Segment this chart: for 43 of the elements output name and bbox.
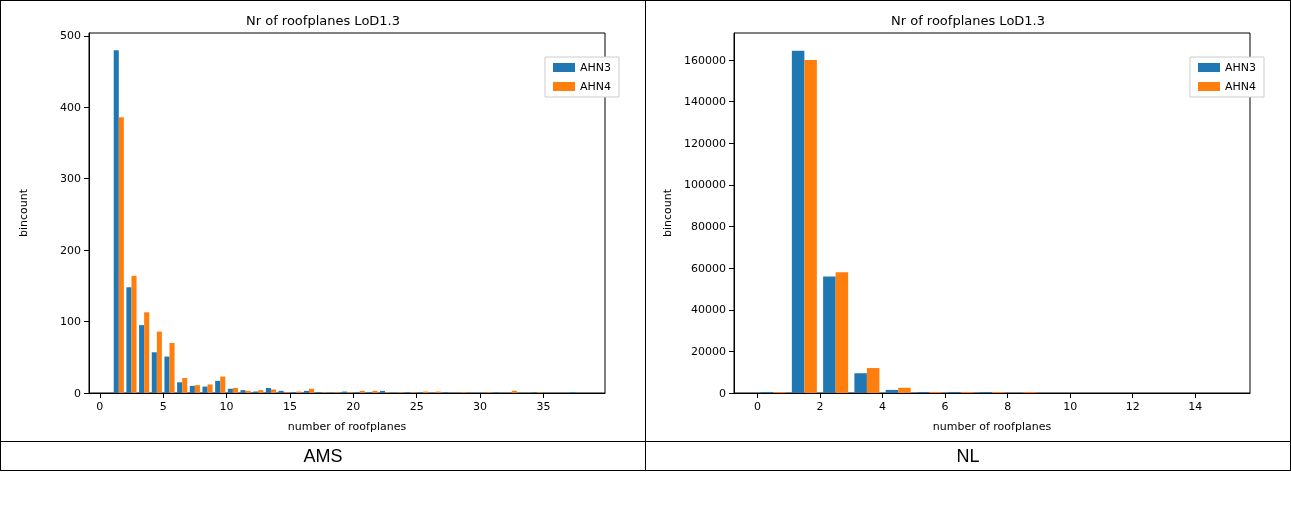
y-tick-label: 200 bbox=[60, 243, 81, 257]
y-tick-label: 160000 bbox=[684, 53, 726, 67]
x-tick-label: 5 bbox=[159, 400, 167, 413]
legend-label: AHN4 bbox=[1224, 80, 1257, 93]
y-tick-label: 500 bbox=[60, 29, 81, 43]
x-tick-label: 4 bbox=[879, 400, 887, 413]
y-axis-title: bincount bbox=[17, 188, 30, 238]
y-tick-label: 100000 bbox=[684, 178, 726, 192]
legend-label: AHN3 bbox=[1224, 61, 1257, 74]
x-tick-label: 6 bbox=[941, 400, 949, 413]
y-tick-label: 80000 bbox=[691, 220, 726, 234]
chart-title: Nr of roofplanes LoD1.3 bbox=[245, 13, 401, 28]
x-tick-label: 8 bbox=[1004, 400, 1012, 413]
legend-label: AHN3 bbox=[579, 61, 612, 74]
y-tick-label: 140000 bbox=[684, 95, 726, 109]
x-tick-label: 0 bbox=[753, 400, 761, 413]
text: NL bbox=[646, 442, 1290, 470]
y-tick-label: 0 bbox=[719, 386, 726, 400]
x-tick-label: 10 bbox=[1063, 400, 1078, 413]
x-tick-label: 10 bbox=[219, 400, 234, 413]
y-tick-label: 40000 bbox=[691, 303, 726, 317]
text: AMS bbox=[1, 442, 645, 470]
x-tick-label: 20 bbox=[346, 400, 361, 413]
x-tick-label: 35 bbox=[536, 400, 551, 413]
x-tick-label: 12 bbox=[1125, 400, 1140, 413]
x-tick-label: 30 bbox=[473, 400, 488, 413]
x-tick-label: 0 bbox=[96, 400, 104, 413]
y-tick-label: 60000 bbox=[691, 261, 726, 275]
y-tick-label: 120000 bbox=[684, 136, 726, 150]
y-tick-label: 400 bbox=[60, 100, 81, 114]
x-tick-label: 15 bbox=[282, 400, 297, 413]
x-axis-title: number of roofplanes bbox=[932, 420, 1052, 433]
y-tick-label: 20000 bbox=[691, 344, 726, 358]
y-tick-label: 100 bbox=[60, 315, 81, 329]
chart-title: Nr of roofplanes LoD1.3 bbox=[890, 13, 1046, 28]
y-tick-label: 300 bbox=[60, 172, 81, 186]
x-tick-label: 2 bbox=[816, 400, 824, 413]
legend-label: AHN4 bbox=[579, 80, 612, 93]
y-tick-label: 0 bbox=[74, 386, 81, 400]
x-tick-label: 25 bbox=[409, 400, 424, 413]
x-tick-label: 14 bbox=[1188, 400, 1203, 413]
x-axis-title: number of roofplanes bbox=[287, 420, 407, 433]
y-axis-title: bincount bbox=[661, 188, 675, 238]
